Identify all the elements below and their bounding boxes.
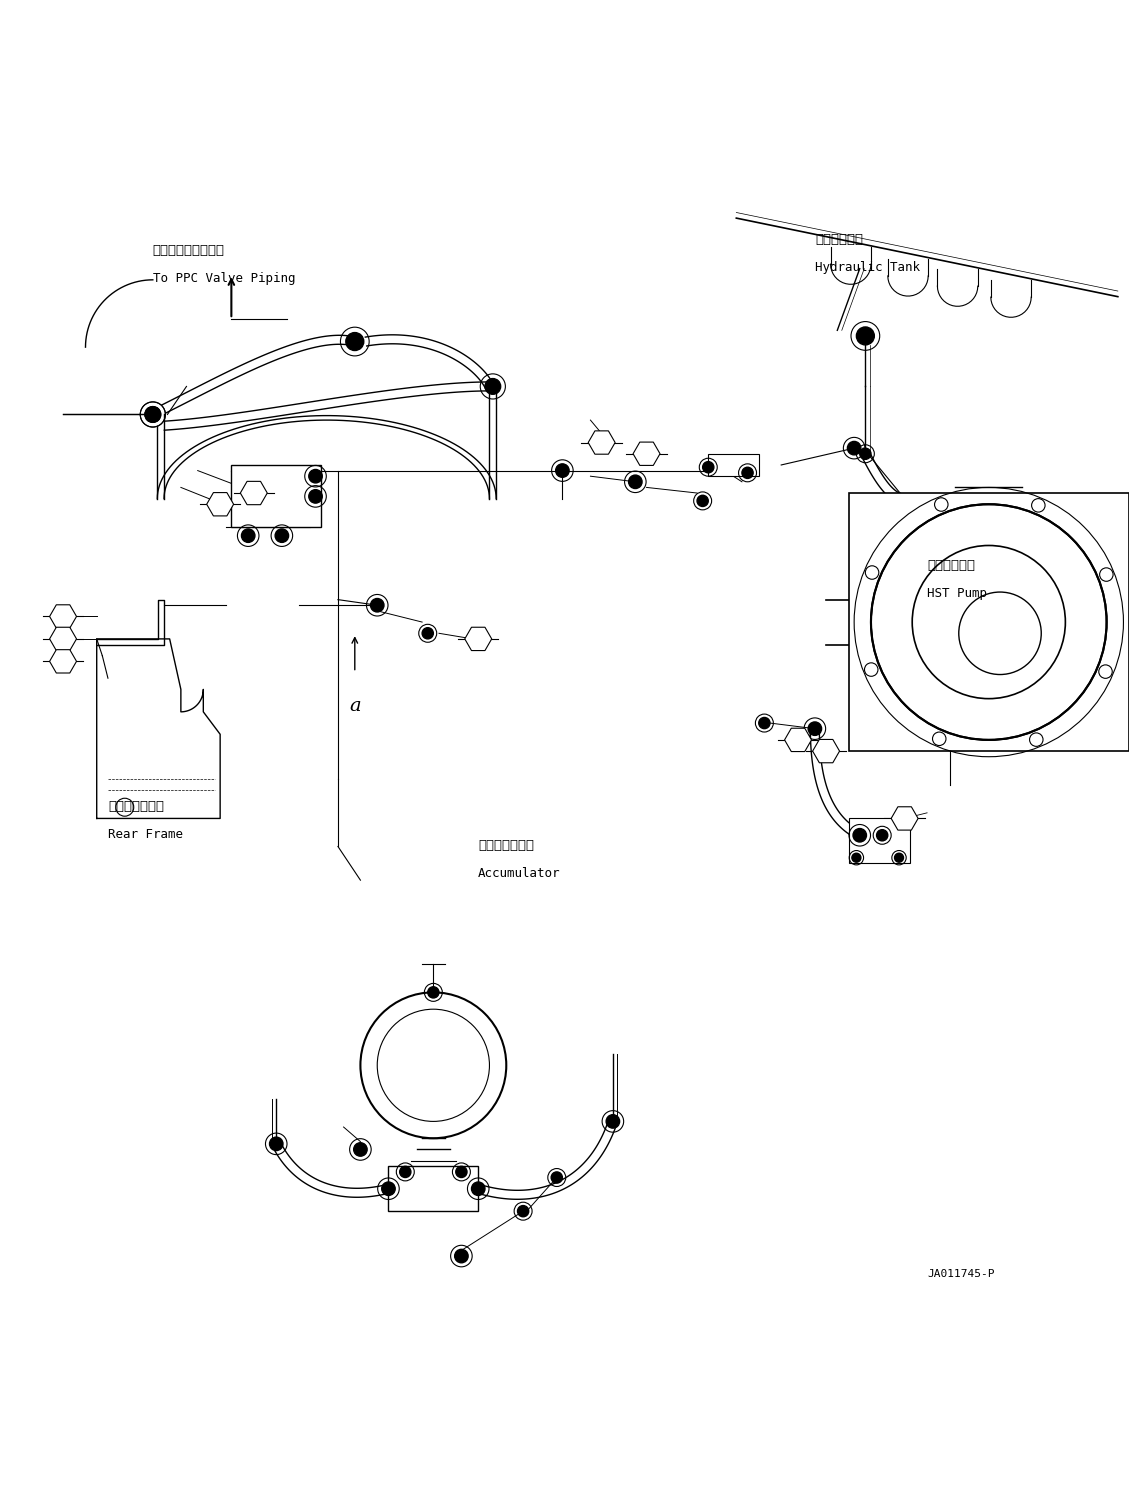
Text: Rear Frame: Rear Frame [108,828,183,841]
Polygon shape [633,443,660,465]
Circle shape [808,722,821,735]
Circle shape [454,1249,468,1263]
Circle shape [485,379,501,394]
Polygon shape [50,650,76,672]
Bar [849,819,910,863]
Circle shape [309,470,323,483]
Circle shape [353,1142,367,1156]
Bar [389,1166,478,1211]
Polygon shape [891,807,918,830]
Polygon shape [50,628,76,650]
Text: JA011745-P: JA011745-P [927,1269,994,1278]
Text: HST Pump: HST Pump [927,586,987,599]
Circle shape [145,407,160,422]
Circle shape [471,1182,485,1196]
Circle shape [345,332,364,350]
Circle shape [518,1206,528,1217]
Text: Accumulator: Accumulator [478,868,561,880]
Circle shape [428,987,438,997]
Polygon shape [588,431,615,455]
Circle shape [628,476,642,489]
Circle shape [703,462,713,473]
Circle shape [309,489,323,502]
Circle shape [607,1115,619,1129]
Circle shape [145,407,160,422]
Text: 作動油タンク: 作動油タンク [815,233,863,246]
Text: リヤーフレーム: リヤーフレーム [108,799,164,813]
Text: To PPC Valve Piping: To PPC Valve Piping [153,273,295,285]
Circle shape [382,1182,395,1196]
Circle shape [853,829,867,842]
Circle shape [877,829,888,841]
Text: a: a [349,698,360,716]
Bar [708,453,759,476]
Text: ＨＳＴポンプ: ＨＳＴポンプ [927,559,975,571]
Circle shape [370,598,384,611]
Bar [849,494,1129,751]
Polygon shape [241,482,267,504]
Circle shape [275,529,289,543]
Text: Hydraulic Tank: Hydraulic Tank [815,261,920,274]
Text: アキュムレータ: アキュムレータ [478,839,534,851]
Bar [232,465,321,526]
Circle shape [551,1172,562,1184]
Circle shape [698,495,708,507]
Polygon shape [50,605,76,628]
Circle shape [860,449,871,459]
Circle shape [742,467,753,479]
Circle shape [857,327,875,344]
Circle shape [269,1138,283,1151]
Circle shape [456,1166,467,1178]
Circle shape [847,441,861,455]
Circle shape [423,628,433,640]
Circle shape [759,717,770,729]
Circle shape [852,853,861,862]
Text: a: a [304,489,316,507]
Polygon shape [465,628,492,650]
Polygon shape [785,728,811,751]
Polygon shape [207,492,234,516]
Text: ＰＰＣバルブ配管へ: ＰＰＣバルブ配管へ [153,245,225,258]
Circle shape [242,529,254,543]
Circle shape [400,1166,411,1178]
Circle shape [556,464,569,477]
Polygon shape [812,740,840,763]
Circle shape [894,853,903,862]
